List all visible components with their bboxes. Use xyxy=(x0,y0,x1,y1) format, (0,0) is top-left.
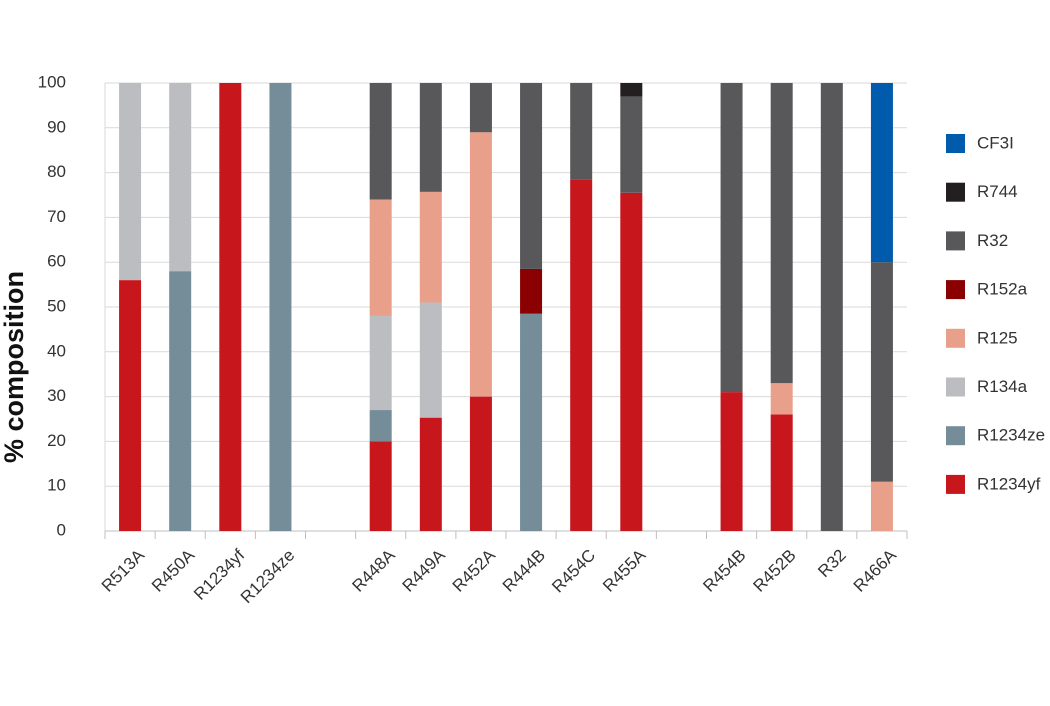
bar-segment xyxy=(369,199,392,316)
y-tick-label: 80 xyxy=(47,162,66,181)
legend-swatch xyxy=(946,182,965,202)
bar-segment xyxy=(620,83,643,97)
x-tick-label: R32 xyxy=(814,546,849,581)
legend-swatch xyxy=(946,474,965,494)
x-tick-label: R513A xyxy=(98,545,149,596)
bar-segment xyxy=(520,268,543,314)
y-tick-label: 10 xyxy=(47,476,66,495)
bar-segment xyxy=(469,132,492,397)
bar-segment xyxy=(419,83,442,192)
bar-segment xyxy=(770,414,793,531)
y-tick-label: 60 xyxy=(47,252,66,271)
bar-segment xyxy=(820,83,843,531)
legend-label: R152a xyxy=(977,280,1028,299)
bar-segment xyxy=(219,83,242,531)
bar-segment xyxy=(570,179,593,531)
legend-label: R32 xyxy=(977,231,1008,250)
bar-segment xyxy=(520,313,543,531)
bar-segment xyxy=(169,83,192,272)
x-tick-label: R452A xyxy=(449,545,500,596)
y-tick-label: 90 xyxy=(47,117,66,136)
x-tick-label: R454B xyxy=(699,546,749,596)
bar-segment xyxy=(119,83,142,281)
x-tick-label: R448A xyxy=(348,545,399,596)
bar-segment xyxy=(369,315,392,411)
bar-segment xyxy=(770,383,793,415)
x-tick-label: R452B xyxy=(749,546,799,596)
legend-swatch xyxy=(946,328,965,348)
y-tick-label: 50 xyxy=(47,296,66,315)
bar-segment xyxy=(369,410,392,442)
x-tick-label: R449A xyxy=(399,545,450,596)
y-tick-label: 100 xyxy=(38,72,66,91)
bar-segment xyxy=(620,192,643,531)
legend-swatch xyxy=(946,231,965,251)
legend-label: R125 xyxy=(977,328,1018,347)
legend-label: R134a xyxy=(977,377,1028,396)
x-tick-label: R466A xyxy=(850,545,901,596)
bar-segment xyxy=(720,392,743,531)
x-tick-label: R444B xyxy=(499,546,549,596)
bar-segment xyxy=(870,83,893,263)
bar-segment xyxy=(870,481,893,531)
bar-segment xyxy=(369,83,392,200)
legend-swatch xyxy=(946,134,965,153)
x-tick-label: R1234ze xyxy=(237,546,299,608)
y-tick-label: 40 xyxy=(47,341,66,360)
legend-swatch xyxy=(946,280,965,300)
legend-label: CF3I xyxy=(977,133,1014,152)
x-tick-label: R454C xyxy=(548,546,599,597)
legend-label: R744 xyxy=(977,182,1018,201)
bar-segment xyxy=(469,83,492,133)
legend-swatch xyxy=(946,426,965,446)
bar-segment xyxy=(620,96,643,193)
bar-segment xyxy=(419,302,442,418)
legend-label: R1234ze xyxy=(977,426,1045,445)
legend-swatch xyxy=(946,377,965,397)
bar-segment xyxy=(520,83,543,269)
y-tick-label: 70 xyxy=(47,207,66,226)
bar-segment xyxy=(369,441,392,531)
bar-segment xyxy=(720,83,743,393)
y-tick-label: 0 xyxy=(57,520,66,539)
bar-segment xyxy=(870,262,893,482)
bar-segment xyxy=(570,83,593,180)
bar-segment xyxy=(419,191,442,303)
x-tick-label: R455A xyxy=(599,545,650,596)
bar-segment xyxy=(169,271,192,531)
bar-segment xyxy=(770,83,793,384)
y-tick-label: 30 xyxy=(47,386,66,405)
legend-label: R1234yf xyxy=(977,474,1041,493)
bar-segment xyxy=(119,280,142,531)
y-axis-title: % composition xyxy=(0,271,29,463)
bar-segment xyxy=(469,396,492,531)
bar-segment xyxy=(269,83,292,531)
y-tick-label: 20 xyxy=(47,431,66,450)
bar-segment xyxy=(419,417,442,531)
